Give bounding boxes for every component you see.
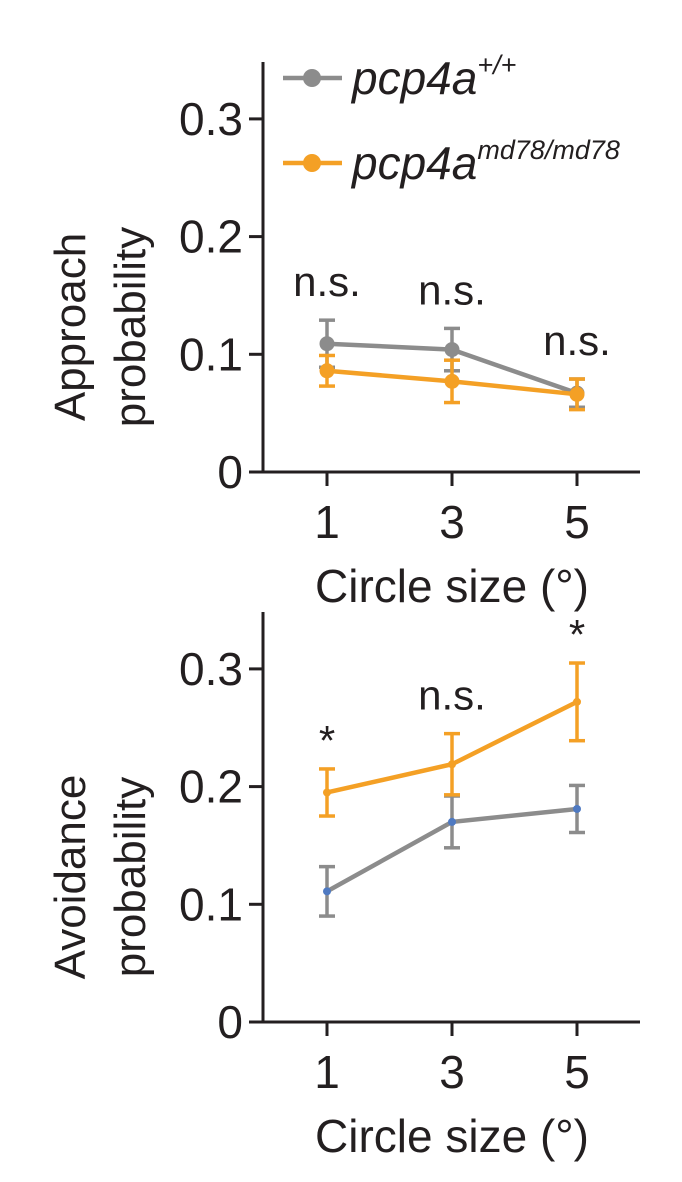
y-tick-label: 0.1 <box>179 878 243 930</box>
y-axis-title-line1: Approach <box>46 233 95 421</box>
y-tick-label: 0.2 <box>179 761 243 813</box>
legend-item-mutant: pcp4amd78/md78 <box>283 135 620 189</box>
x-tick-label: 5 <box>564 496 590 548</box>
x-tick-label: 1 <box>314 1046 340 1098</box>
legend-label-base: pcp4a <box>350 137 477 189</box>
legend-label-superscript: md78/md78 <box>477 135 620 165</box>
legend: pcp4a+/+pcp4amd78/md78 <box>283 50 620 189</box>
legend-marker <box>303 154 321 172</box>
y-tick-label: 0.1 <box>179 328 243 380</box>
x-tick-label: 3 <box>439 1046 465 1098</box>
legend-label: pcp4a+/+ <box>350 50 516 104</box>
y-tick-label: 0.2 <box>179 211 243 263</box>
significance-label: n.s. <box>543 317 611 364</box>
data-point <box>444 342 460 358</box>
significance-label: n.s. <box>418 266 486 313</box>
data-point <box>319 363 335 379</box>
x-axis-title: Circle size (°) <box>315 1110 589 1162</box>
data-point <box>573 697 581 706</box>
data-point <box>448 760 456 769</box>
significance-label: n.s. <box>418 672 486 719</box>
legend-label-superscript: +/+ <box>477 50 516 80</box>
legend-label-base: pcp4a <box>350 52 477 104</box>
significance-label: * <box>569 611 585 658</box>
legend-marker <box>303 69 321 87</box>
significance-label: * <box>319 717 335 764</box>
approach-panel: 0 0.1 0.2 0.3 1 3 5 Circle size (°) Approach prob… <box>46 62 640 612</box>
series-mutant <box>319 661 585 818</box>
data-point <box>323 887 331 896</box>
significance-label: n.s. <box>293 258 361 305</box>
series-wildtype <box>319 783 585 918</box>
x-tick-label: 3 <box>439 496 465 548</box>
y-tick-label: 0.3 <box>179 643 243 695</box>
data-point <box>444 373 460 389</box>
data-point <box>319 336 335 352</box>
y-tick-label: 0.3 <box>179 93 243 145</box>
series-mutant <box>319 353 585 412</box>
data-point <box>448 817 456 826</box>
x-tick-label: 5 <box>564 1046 590 1098</box>
data-point <box>573 804 581 813</box>
data-point <box>323 788 331 797</box>
y-axis-title-line2: probability <box>106 227 155 428</box>
x-axis-title: Circle size (°) <box>315 560 589 612</box>
legend-label: pcp4amd78/md78 <box>350 135 620 189</box>
y-axis-title-line2: probability <box>106 777 155 978</box>
y-tick-label: 0 <box>217 446 243 498</box>
data-point <box>569 386 585 402</box>
y-axis-title-line1: Avoidance <box>46 775 95 980</box>
y-tick-label: 0 <box>217 996 243 1048</box>
avoidance-panel: 0 0.1 0.2 0.3 1 3 5 Circle size (°) Avoidance pro… <box>46 611 640 1162</box>
x-tick-label: 1 <box>314 496 340 548</box>
legend-item-wildtype: pcp4a+/+ <box>283 50 516 104</box>
